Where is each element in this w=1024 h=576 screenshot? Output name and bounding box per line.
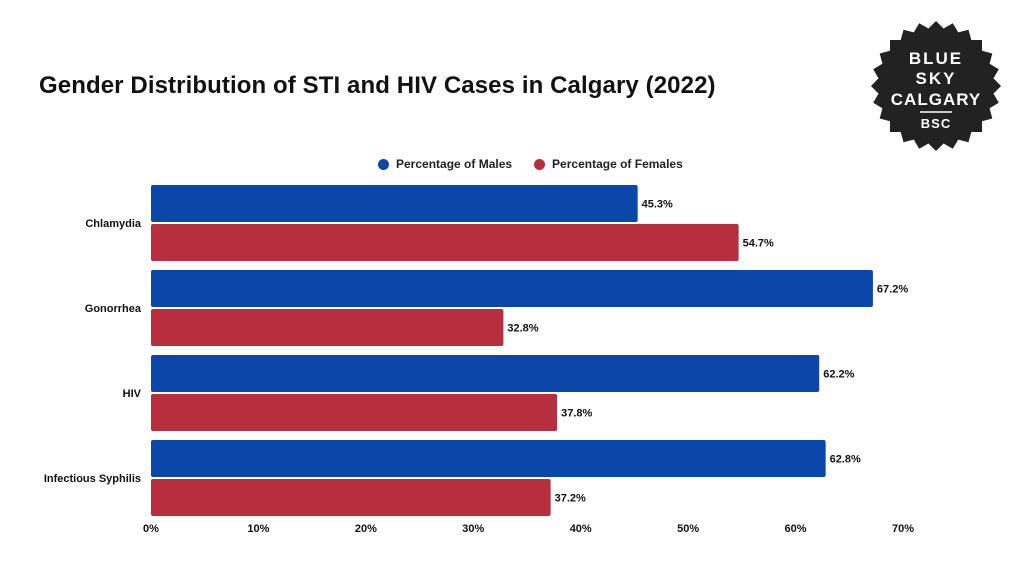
category-label-gonorrhea: Gonorrhea: [85, 303, 142, 315]
value-label-hiv-females: 37.8%: [561, 408, 592, 420]
logo-badge-svg: BLUE SKY CALGARY BSC: [871, 21, 1001, 151]
bar-infectious-syphilis-males: [151, 440, 826, 477]
x-tick-label-60: 60%: [785, 523, 807, 535]
x-tick-label-40: 40%: [570, 523, 592, 535]
category-label-hiv: HIV: [123, 388, 142, 400]
brand-logo-badge: BLUE SKY CALGARY BSC: [870, 20, 1002, 152]
category-label-infectious-syphilis: Infectious Syphilis: [44, 473, 141, 485]
bar-gonorrhea-females: [151, 309, 504, 346]
value-label-infectious-syphilis-females: 37.2%: [555, 493, 586, 505]
bar-infectious-syphilis-females: [151, 479, 551, 516]
category-label-chlamydia: Chlamydia: [85, 218, 142, 230]
legend-swatch-females: [534, 158, 546, 170]
value-label-gonorrhea-males: 67.2%: [877, 284, 908, 296]
logo-badge-shape: [871, 21, 1001, 151]
legend-swatch-males: [378, 158, 389, 170]
chart-title: Gender Distribution of STI and HIV Cases…: [39, 72, 716, 99]
value-label-chlamydia-males: 45.3%: [642, 199, 673, 211]
legend-item-females: Percentage of Females: [534, 157, 683, 171]
bar-gonorrhea-males: [151, 270, 873, 307]
logo-text-calgary: CALGARY: [891, 90, 981, 109]
bar-chlamydia-females: [151, 224, 739, 261]
logo-text-bsc: BSC: [921, 116, 951, 131]
legend-label-males: Percentage of Males: [396, 157, 513, 171]
bar-hiv-males: [151, 355, 820, 392]
logo-text-blue: BLUE: [909, 49, 963, 68]
chart-legend: Percentage of Males Percentage of Female…: [378, 157, 705, 171]
value-label-chlamydia-females: 54.7%: [743, 238, 774, 250]
legend-label-females: Percentage of Females: [552, 157, 683, 171]
legend-item-males: Percentage of Males: [378, 157, 512, 171]
value-label-hiv-males: 62.2%: [823, 369, 854, 381]
bar-hiv-females: [151, 394, 558, 431]
x-tick-label-20: 20%: [355, 523, 377, 535]
value-label-gonorrhea-females: 32.8%: [507, 323, 538, 335]
bar-chlamydia-males: [151, 185, 638, 222]
x-tick-label-70: 70%: [892, 523, 914, 535]
value-label-infectious-syphilis-males: 62.8%: [830, 454, 861, 466]
logo-text-sky: SKY: [916, 69, 957, 88]
x-tick-label-0: 0%: [143, 523, 159, 535]
x-tick-label-10: 10%: [247, 523, 269, 535]
x-tick-label-30: 30%: [462, 523, 484, 535]
x-tick-label-50: 50%: [677, 523, 699, 535]
